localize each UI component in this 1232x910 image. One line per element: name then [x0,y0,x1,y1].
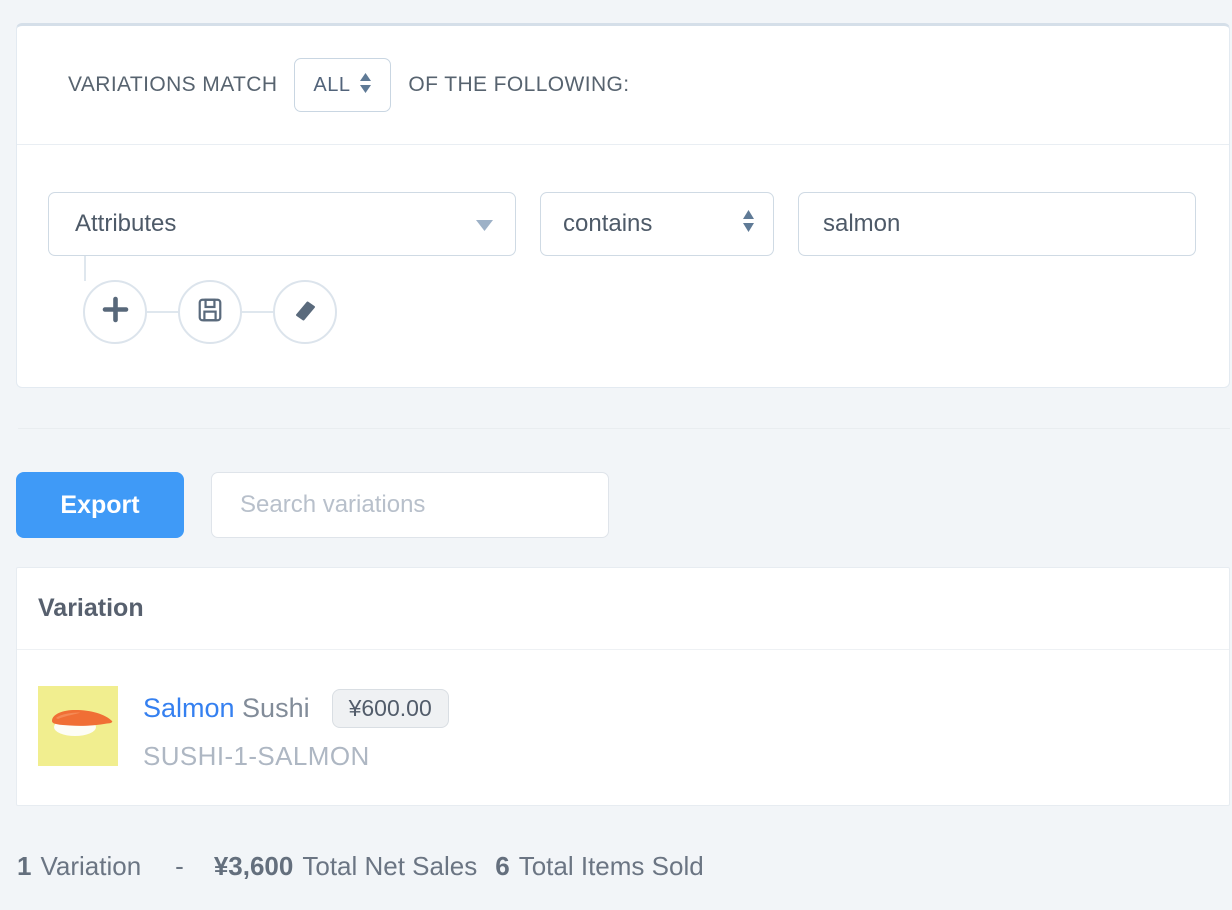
variation-filter-card: VARIATIONS MATCH ALL OF THE FOLLOWING: A… [16,23,1230,388]
variation-count-label: Variation [40,851,142,881]
summary-separator: - [175,851,184,881]
rule-field-select[interactable]: Attributes [48,192,516,256]
net-sales-label: Total Net Sales [302,851,478,881]
variation-sku: SUSHI-1-SALMON [143,741,370,771]
rule-connector-line [84,256,86,281]
search-variations-input[interactable] [211,472,609,538]
sushi-nigiri-image [38,686,118,766]
items-sold-value: 6 [495,851,510,881]
match-mode-select[interactable]: ALL [294,58,392,112]
column-header-variation: Variation [38,594,144,622]
rule-actions-row [83,280,1229,344]
table-header-row: Variation [17,568,1229,650]
variation-name-match: Salmon [143,693,235,723]
add-condition-button[interactable] [83,280,147,344]
filter-rule-row: Attributes contains [48,192,1229,256]
items-sold-label: Total Items Sold [518,851,704,881]
filter-match-header: VARIATIONS MATCH ALL OF THE FOLLOWING: [17,26,1229,145]
table-row[interactable]: Salmon Sushi ¥600.00 SUSHI-1-SALMON [17,650,1229,805]
rule-value-field [798,192,1196,256]
clear-filter-button[interactable] [273,280,337,344]
match-mode-value: ALL [313,73,351,96]
variations-table: Variation Salmon Sushi ¥600.00 SUSHI-1-S… [16,567,1230,806]
match-prefix-label: VARIATIONS MATCH [68,73,278,96]
price-badge: ¥600.00 [331,689,449,728]
net-sales-value: ¥3,600 [213,851,294,881]
section-divider [18,428,1230,429]
results-toolbar: Export [16,472,1232,538]
actions-connector-line [147,311,178,313]
match-suffix-label: OF THE FOLLOWING: [408,73,630,96]
rule-operator-value: contains [563,210,653,237]
save-icon [196,296,224,329]
variation-count-value: 1 [17,851,32,881]
save-filter-button[interactable] [178,280,242,344]
variation-name: Salmon Sushi [143,693,310,724]
export-button[interactable]: Export [16,472,184,538]
chevron-down-icon [476,210,493,238]
plus-icon [102,296,129,328]
filter-rule-section: Attributes contains [17,145,1229,344]
updown-arrows-icon [742,208,755,241]
eraser-icon [291,296,319,329]
actions-connector-line [242,311,273,313]
rule-operator-select[interactable]: contains [540,192,774,256]
rule-field-value: Attributes [75,210,177,237]
updown-arrows-icon [359,71,372,100]
rule-value-input[interactable] [823,210,1171,238]
variation-thumbnail [38,686,118,766]
variation-info: Salmon Sushi ¥600.00 SUSHI-1-SALMON [143,686,449,772]
summary-footer: 1 Variation - ¥3,600 Total Net Sales 6 T… [17,851,1232,882]
variation-name-rest: Sushi [234,693,310,723]
